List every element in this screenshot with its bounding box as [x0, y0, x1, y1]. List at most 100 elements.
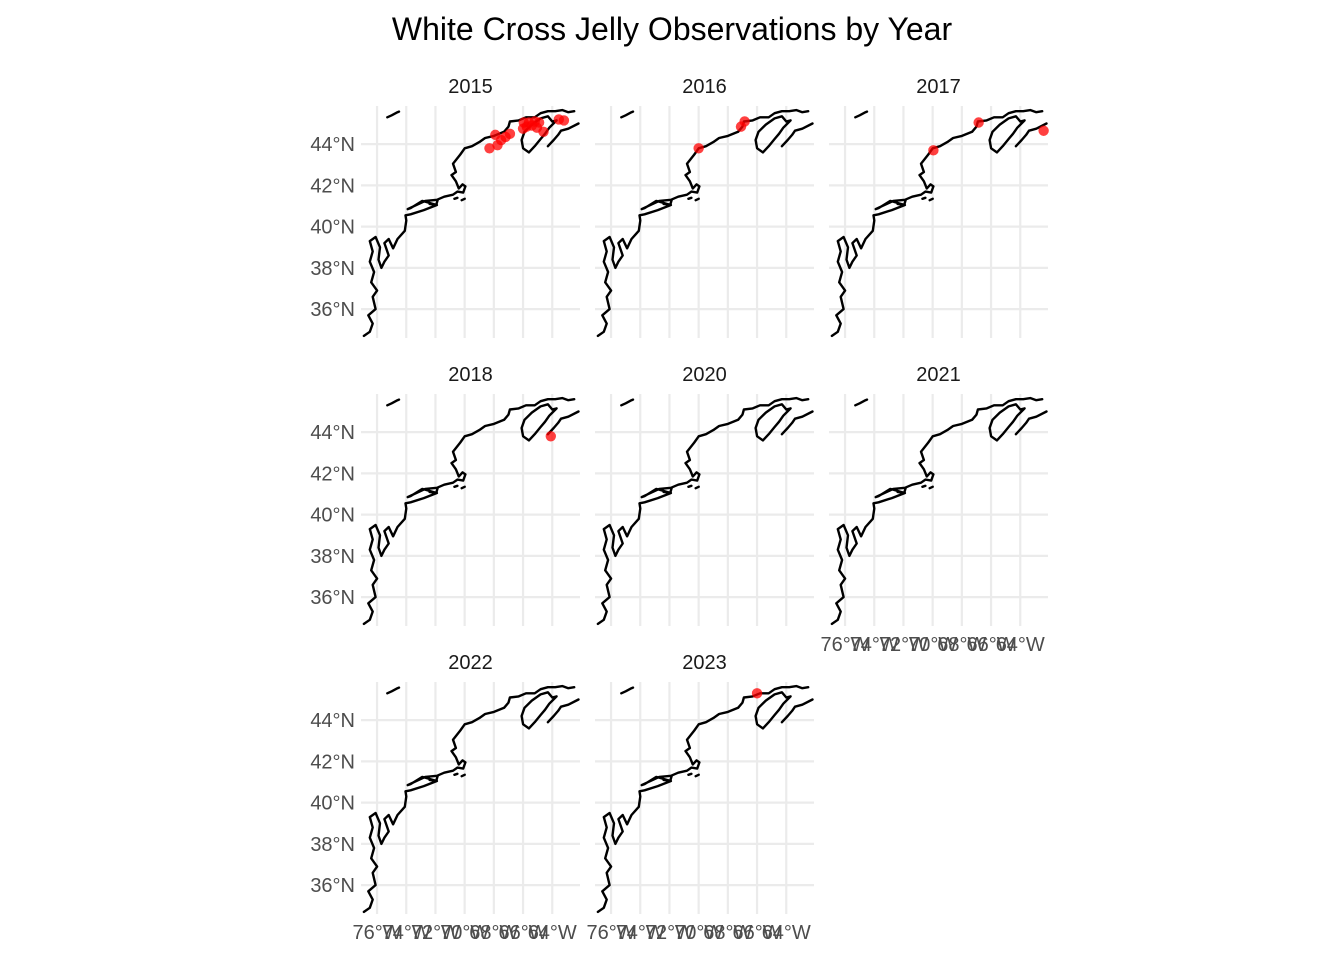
- coastline: [830, 396, 1044, 626]
- observation-point: [484, 143, 495, 154]
- facet-panel-2020: 2020: [595, 364, 814, 626]
- y-tick-label: 36°N: [310, 587, 355, 609]
- chart-title: White Cross Jelly Observations by Year: [392, 11, 953, 47]
- y-tick-label: 42°N: [310, 751, 355, 773]
- coastline: [362, 396, 576, 626]
- x-tick-label: 74°W: [616, 922, 665, 944]
- observation-point: [545, 431, 556, 442]
- observation-point: [751, 688, 763, 699]
- observation-point: [558, 115, 570, 126]
- coastline: [386, 686, 401, 695]
- coastline: [520, 403, 558, 442]
- x-tick-label: 68°W: [469, 922, 518, 944]
- y-tick-label: 38°N: [310, 258, 355, 280]
- x-tick-label: 76°W: [352, 922, 401, 944]
- facet-panel-2017: 2017: [829, 76, 1049, 338]
- facet-strip-label: 2015: [448, 76, 493, 98]
- coastline: [362, 108, 576, 338]
- observation-point: [1038, 125, 1049, 136]
- coastline: [694, 485, 700, 490]
- y-tick-label: 38°N: [310, 546, 355, 568]
- coastline: [362, 684, 576, 914]
- y-tick-label: 36°N: [310, 875, 355, 897]
- y-tick-label: 44°N: [310, 134, 355, 156]
- observation-point: [538, 126, 549, 137]
- coastline: [921, 196, 927, 200]
- coastline: [453, 772, 459, 776]
- coastline: [854, 110, 869, 119]
- coastline: [687, 196, 693, 200]
- coastline: [596, 684, 810, 914]
- coastline: [921, 484, 927, 488]
- facet-strip-label: 2023: [682, 652, 727, 674]
- coastline: [662, 198, 673, 207]
- x-tick-label: 68°W: [703, 922, 752, 944]
- x-tick-label: 64°W: [528, 922, 577, 944]
- x-tick-label: 64°W: [996, 634, 1045, 656]
- coastline: [694, 773, 700, 778]
- observation-point: [533, 117, 545, 128]
- y-tick-label: 42°N: [310, 463, 355, 485]
- coastline: [1014, 122, 1048, 148]
- coastline: [620, 110, 635, 119]
- coastline: [620, 686, 635, 695]
- coastline: [546, 698, 580, 724]
- y-tick-label: 40°N: [310, 793, 355, 815]
- facet-strip-label: 2017: [916, 76, 961, 98]
- x-tick-label: 70°W: [440, 922, 489, 944]
- coastline-group: [362, 684, 580, 914]
- observation-point: [693, 143, 704, 154]
- coastline: [662, 774, 673, 783]
- coastline: [386, 110, 401, 119]
- coastline: [1014, 410, 1048, 436]
- coastline: [988, 115, 1026, 154]
- coastline: [546, 122, 580, 148]
- facet-strip-label: 2020: [682, 364, 727, 386]
- x-tick-label: 74°W: [382, 922, 431, 944]
- x-tick-label: 70°W: [908, 634, 957, 656]
- coastline: [620, 398, 635, 407]
- coastline: [428, 198, 439, 207]
- observation-point: [504, 128, 516, 140]
- coastline-group: [830, 396, 1048, 626]
- observation-point: [973, 117, 984, 128]
- coastline: [928, 197, 934, 202]
- y-tick-label: 40°N: [310, 217, 355, 239]
- coastline: [928, 485, 934, 490]
- coastline: [694, 197, 700, 202]
- facet-panel-2021: 2021 76°W74°W72°W70°W68°W66°W64°W: [820, 364, 1048, 656]
- coastline: [453, 196, 459, 200]
- y-tick-label: 38°N: [310, 834, 355, 856]
- facet-strip-label: 2016: [682, 76, 727, 98]
- coastline: [460, 485, 466, 490]
- coastline: [780, 698, 814, 724]
- coastline: [988, 403, 1026, 442]
- facet-panel-2018: 2018 36°N 38°N 40°N 42°N 44°N: [310, 364, 580, 626]
- facet-strip-label: 2021: [916, 364, 961, 386]
- coastline: [460, 773, 466, 778]
- coastline: [546, 410, 580, 436]
- coastline: [428, 774, 439, 783]
- observation-point: [739, 116, 750, 127]
- facet-panel-2016: 2016: [595, 76, 814, 338]
- facet-panel-2023: 2023 76°W74°W72°W70°W68°W66°W64°W: [586, 652, 814, 944]
- x-tick-label: 76°W: [820, 634, 869, 656]
- y-tick-label: 42°N: [310, 175, 355, 197]
- facet-panel-2015: 2015 36°N 38°N 40°N 42°N 44°N: [310, 76, 580, 338]
- coastline: [460, 197, 466, 202]
- x-tick-label: 72°W: [879, 634, 928, 656]
- coastline: [854, 398, 869, 407]
- x-tick-label: 68°W: [937, 634, 986, 656]
- x-tick-label: 66°W: [732, 922, 781, 944]
- facet-strip-label: 2022: [448, 652, 493, 674]
- observation-point: [928, 145, 939, 156]
- coastline: [662, 486, 673, 495]
- y-tick-label: 44°N: [310, 422, 355, 444]
- coastline: [428, 486, 439, 495]
- x-tick-label: 74°W: [850, 634, 899, 656]
- x-tick-label: 66°W: [966, 634, 1015, 656]
- coastline: [596, 396, 810, 626]
- facet-panel-2022: 2022 36°N 38°N 40°N 42°N 44°N 76°W74°W72°W70°W…: [310, 652, 580, 944]
